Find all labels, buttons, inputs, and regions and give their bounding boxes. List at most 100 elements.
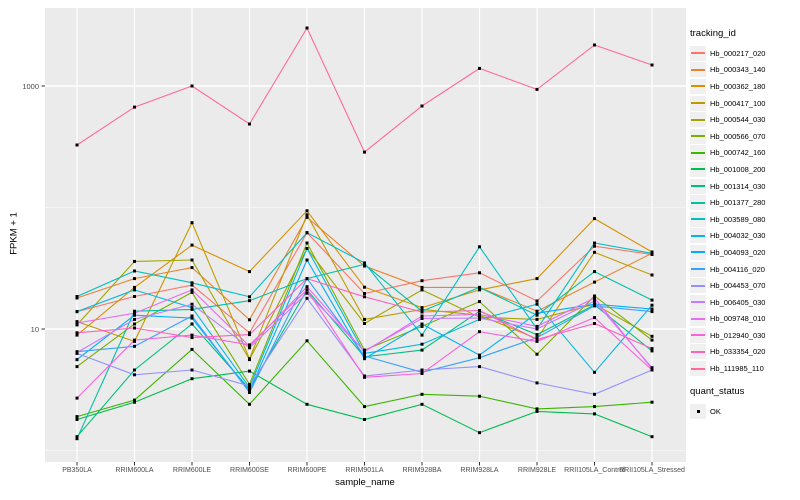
data-point [305, 285, 309, 289]
data-point [190, 333, 194, 337]
legend-title-tracking-id: tracking_id [690, 28, 736, 39]
legend-label: Hb_000417_100 [710, 98, 766, 108]
data-point [75, 435, 79, 439]
data-point [190, 290, 194, 294]
data-point [248, 122, 251, 126]
legend-key [690, 178, 706, 194]
data-point [650, 307, 654, 311]
data-point [650, 251, 654, 255]
data-point [75, 331, 79, 335]
data-point [133, 269, 136, 273]
legend-line-swatch [691, 201, 705, 204]
data-point [650, 368, 654, 372]
data-point [478, 356, 481, 360]
legend-label: Hb_012940_030 [710, 330, 766, 340]
data-point [478, 312, 481, 316]
data-point [248, 270, 251, 274]
data-point [535, 339, 539, 343]
legend-label: Hb_004093_020 [710, 247, 766, 257]
legend-label: Hb_000362_180 [710, 81, 766, 91]
data-point [305, 241, 309, 245]
data-point [535, 381, 539, 385]
data-point [650, 338, 654, 342]
legend-line-swatch [691, 102, 705, 105]
data-point [535, 309, 539, 313]
data-point [535, 313, 539, 317]
data-point [133, 311, 136, 315]
data-point [650, 400, 654, 404]
ok-point-key [690, 403, 706, 419]
data-point [593, 304, 596, 308]
legend-label: Hb_001314_030 [710, 181, 766, 191]
data-point [75, 333, 79, 337]
data-point [305, 402, 309, 406]
data-point [190, 307, 194, 311]
legend-line-swatch [691, 85, 705, 88]
legend-key [690, 95, 706, 111]
data-point [133, 326, 136, 330]
data-point [363, 285, 366, 289]
data-point [363, 405, 366, 409]
legend-key [690, 145, 706, 161]
data-point [133, 368, 136, 372]
legend-item-ok: OK [690, 403, 798, 420]
data-point [593, 405, 596, 409]
data-point [75, 396, 79, 400]
data-point [248, 386, 251, 389]
data-point [478, 330, 481, 334]
data-point [190, 302, 194, 306]
legend-label: Hb_009748_010 [710, 314, 766, 324]
legend-key [690, 244, 706, 260]
data-point [420, 333, 424, 337]
data-point [190, 281, 194, 285]
data-point [133, 317, 136, 321]
data-point [133, 338, 136, 342]
x-tick-label: RRIM600LE [172, 467, 212, 474]
data-point [133, 313, 136, 317]
data-point [190, 314, 194, 318]
data-point [248, 389, 251, 393]
data-point [650, 303, 654, 307]
legend-item-Hb_033354_020: Hb_033354_020 [690, 344, 798, 361]
black-square-point-icon [696, 409, 700, 413]
data-point [593, 244, 596, 248]
data-point [248, 358, 251, 362]
data-point [190, 336, 194, 340]
x-tick-label: RRII105LA_Stressed [619, 467, 685, 474]
x-tick-label: RRII105LA_Control [564, 467, 625, 474]
data-point [363, 357, 366, 361]
legend-item-Hb_000566_070: Hb_000566_070 [690, 128, 798, 145]
data-point [133, 288, 136, 292]
legend-line-swatch [691, 284, 705, 287]
legend-item-Hb_001377_280: Hb_001377_280 [690, 194, 798, 211]
data-point [420, 285, 424, 289]
legend-key [690, 128, 706, 144]
data-point [305, 213, 309, 217]
data-point [420, 104, 424, 108]
data-point [363, 264, 366, 268]
data-point [478, 285, 481, 289]
data-point [363, 351, 366, 355]
data-point [190, 316, 194, 320]
data-point [420, 392, 424, 396]
data-point [535, 317, 539, 321]
data-point [248, 402, 251, 406]
x-tick-label: RRIM928LA [460, 467, 499, 474]
data-point [593, 412, 596, 416]
data-point [478, 245, 481, 249]
data-point [248, 331, 251, 335]
data-point [363, 292, 366, 295]
data-point [248, 295, 251, 299]
data-point [593, 296, 596, 300]
data-point [650, 435, 654, 439]
data-point [420, 372, 424, 375]
legend-label: Hb_000343_140 [710, 65, 766, 75]
data-point [305, 26, 309, 30]
legend-key [690, 361, 706, 377]
legend-line-swatch [691, 218, 705, 221]
legend-item-Hb_001314_030: Hb_001314_030 [690, 178, 798, 195]
data-point [420, 342, 424, 346]
legend-line-swatch [691, 350, 705, 353]
data-point [305, 215, 309, 219]
